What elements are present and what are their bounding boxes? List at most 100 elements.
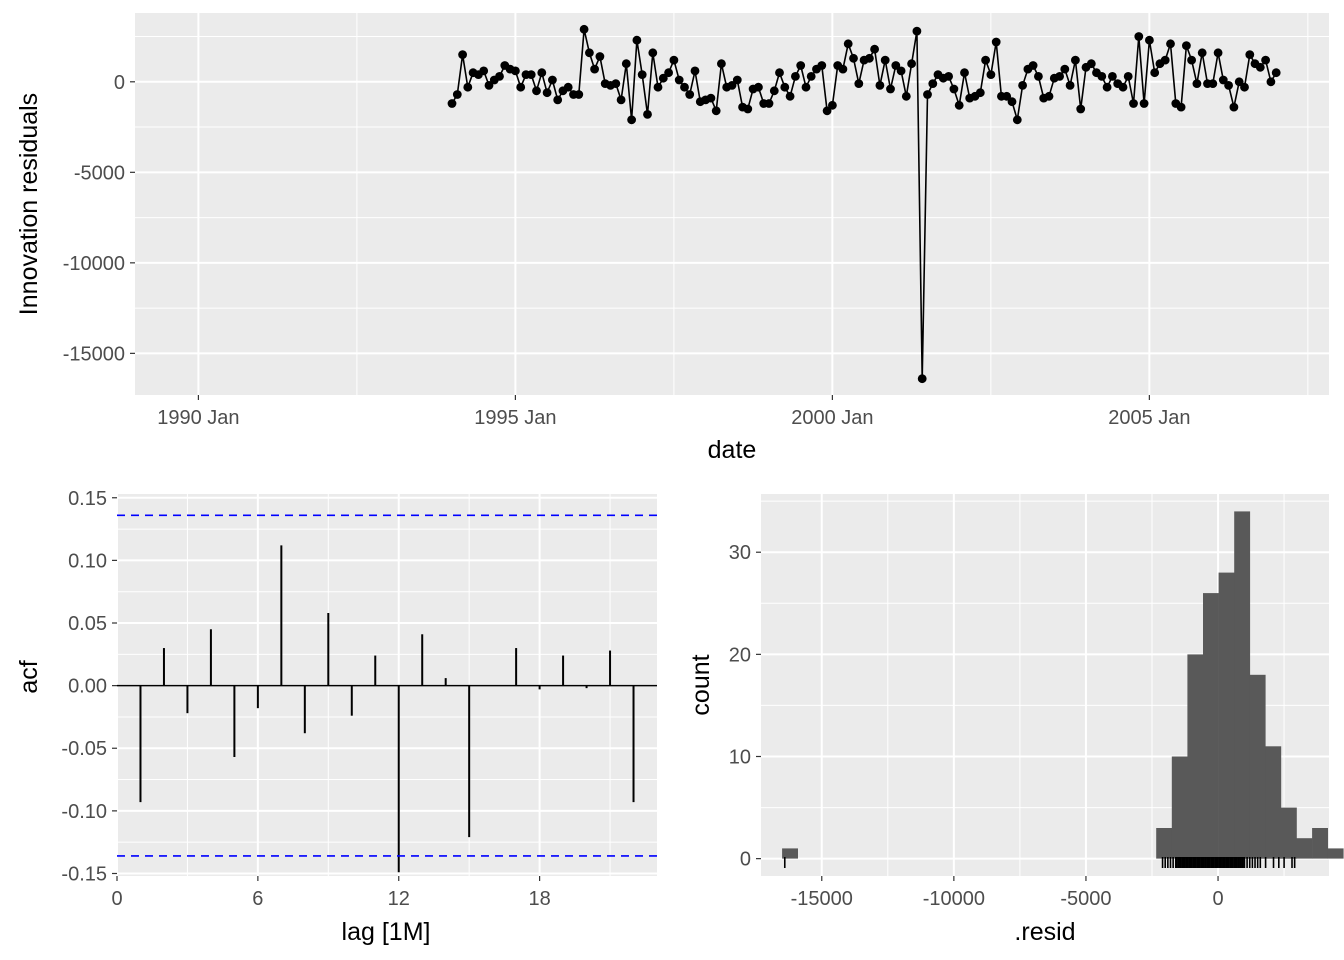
residual-point xyxy=(775,68,784,78)
residual-point xyxy=(843,39,853,49)
residual-point xyxy=(928,79,938,88)
residual-point xyxy=(1182,41,1191,50)
residual-point xyxy=(669,55,679,65)
histogram-bar xyxy=(1203,593,1219,859)
residual-point xyxy=(901,91,911,101)
y-tick-label: -5000 xyxy=(74,162,125,184)
residual-point xyxy=(1044,91,1054,101)
residual-point xyxy=(574,90,584,99)
residual-point xyxy=(1108,72,1117,81)
residual-point xyxy=(1097,72,1107,81)
x-tick-label: 6 xyxy=(252,888,263,910)
residual-point xyxy=(806,72,816,81)
residual-point xyxy=(896,66,906,76)
y-tick-label: 0.05 xyxy=(68,613,107,635)
residual-point xyxy=(611,79,621,88)
residual-point xyxy=(479,66,489,76)
residual-point xyxy=(1208,79,1218,88)
residual-point xyxy=(986,70,996,79)
x-tick-label: 2000 Jan xyxy=(791,407,873,429)
residual-point xyxy=(1123,72,1133,81)
residual-point xyxy=(954,100,964,110)
acf-panel: -0.15 -0.10 -0.05 0.00 0.05 0.10 0.15 0 6 12 18 l… xyxy=(15,488,657,946)
residual-point xyxy=(944,72,953,81)
residual-point xyxy=(1007,97,1017,107)
residual-point xyxy=(616,95,626,105)
residual-point xyxy=(849,53,858,63)
histogram-bar xyxy=(1249,674,1266,859)
x-tick-label: 12 xyxy=(388,888,410,910)
x-axis-title: lag [1M] xyxy=(342,918,431,946)
residual-point xyxy=(780,82,790,92)
residual-point xyxy=(717,59,726,69)
residual-point xyxy=(627,115,636,125)
residual-point xyxy=(1139,99,1149,108)
residual-point xyxy=(764,99,774,108)
residual-point xyxy=(817,61,827,70)
x-axis-title: date xyxy=(708,436,757,464)
residual-point xyxy=(664,68,673,78)
residual-point xyxy=(1086,59,1096,69)
histogram-bar xyxy=(1156,828,1173,859)
residual-point xyxy=(590,64,599,74)
residual-point xyxy=(796,61,806,70)
histogram-bar xyxy=(1171,756,1188,859)
residual-point xyxy=(1197,48,1207,58)
residual-point xyxy=(1060,64,1070,74)
residual-point xyxy=(1234,77,1244,87)
residual-point xyxy=(685,90,695,99)
residual-point xyxy=(743,104,753,114)
residual-point xyxy=(1166,39,1175,49)
y-tick-label: -0.05 xyxy=(61,738,107,760)
residual-point xyxy=(1071,55,1080,65)
y-tick-label: 10 xyxy=(729,746,751,768)
residual-point xyxy=(563,82,573,92)
residual-point xyxy=(769,86,779,96)
residual-point xyxy=(981,55,990,65)
residual-point xyxy=(680,82,689,92)
y-tick-label: 0 xyxy=(740,849,751,871)
residual-point xyxy=(1240,82,1249,92)
residual-point xyxy=(1102,82,1112,92)
residual-point xyxy=(447,99,457,108)
y-tick-label: -10000 xyxy=(63,253,125,275)
residual-point xyxy=(1213,48,1223,58)
residual-point xyxy=(1255,62,1265,72)
residual-point xyxy=(585,48,594,58)
residual-point xyxy=(1145,35,1154,45)
histogram-bar xyxy=(1234,511,1251,859)
residual-point xyxy=(648,48,658,58)
residual-point xyxy=(1229,102,1239,112)
residual-point xyxy=(1224,81,1233,90)
residual-point xyxy=(838,64,848,74)
residual-point xyxy=(542,88,552,98)
residual-point xyxy=(875,81,885,90)
residual-point xyxy=(643,110,652,119)
x-axis-title: .resid xyxy=(1014,918,1075,946)
residual-point xyxy=(891,61,901,70)
residual-point xyxy=(548,75,557,85)
histogram-bar xyxy=(782,848,798,859)
histogram-bar xyxy=(1187,654,1204,859)
residual-point xyxy=(791,72,800,81)
residual-point xyxy=(621,59,631,69)
residual-point xyxy=(1176,102,1186,112)
residual-point xyxy=(960,68,969,78)
residual-point xyxy=(975,88,985,98)
x-tick-label: 1995 Jan xyxy=(474,407,556,429)
residual-point xyxy=(1187,55,1196,65)
residual-point xyxy=(854,79,864,88)
residual-point xyxy=(917,374,927,384)
residual-point xyxy=(658,73,668,83)
residual-point xyxy=(1218,75,1228,85)
residual-point xyxy=(1028,61,1038,70)
residual-point xyxy=(553,95,563,105)
residual-point xyxy=(532,86,541,96)
residual-point xyxy=(595,52,605,61)
x-tick-label: 0 xyxy=(1212,888,1223,910)
x-tick-label: -15000 xyxy=(791,888,853,910)
residual-point xyxy=(495,72,504,81)
residual-point xyxy=(463,82,473,92)
y-tick-label: -0.10 xyxy=(61,801,107,823)
